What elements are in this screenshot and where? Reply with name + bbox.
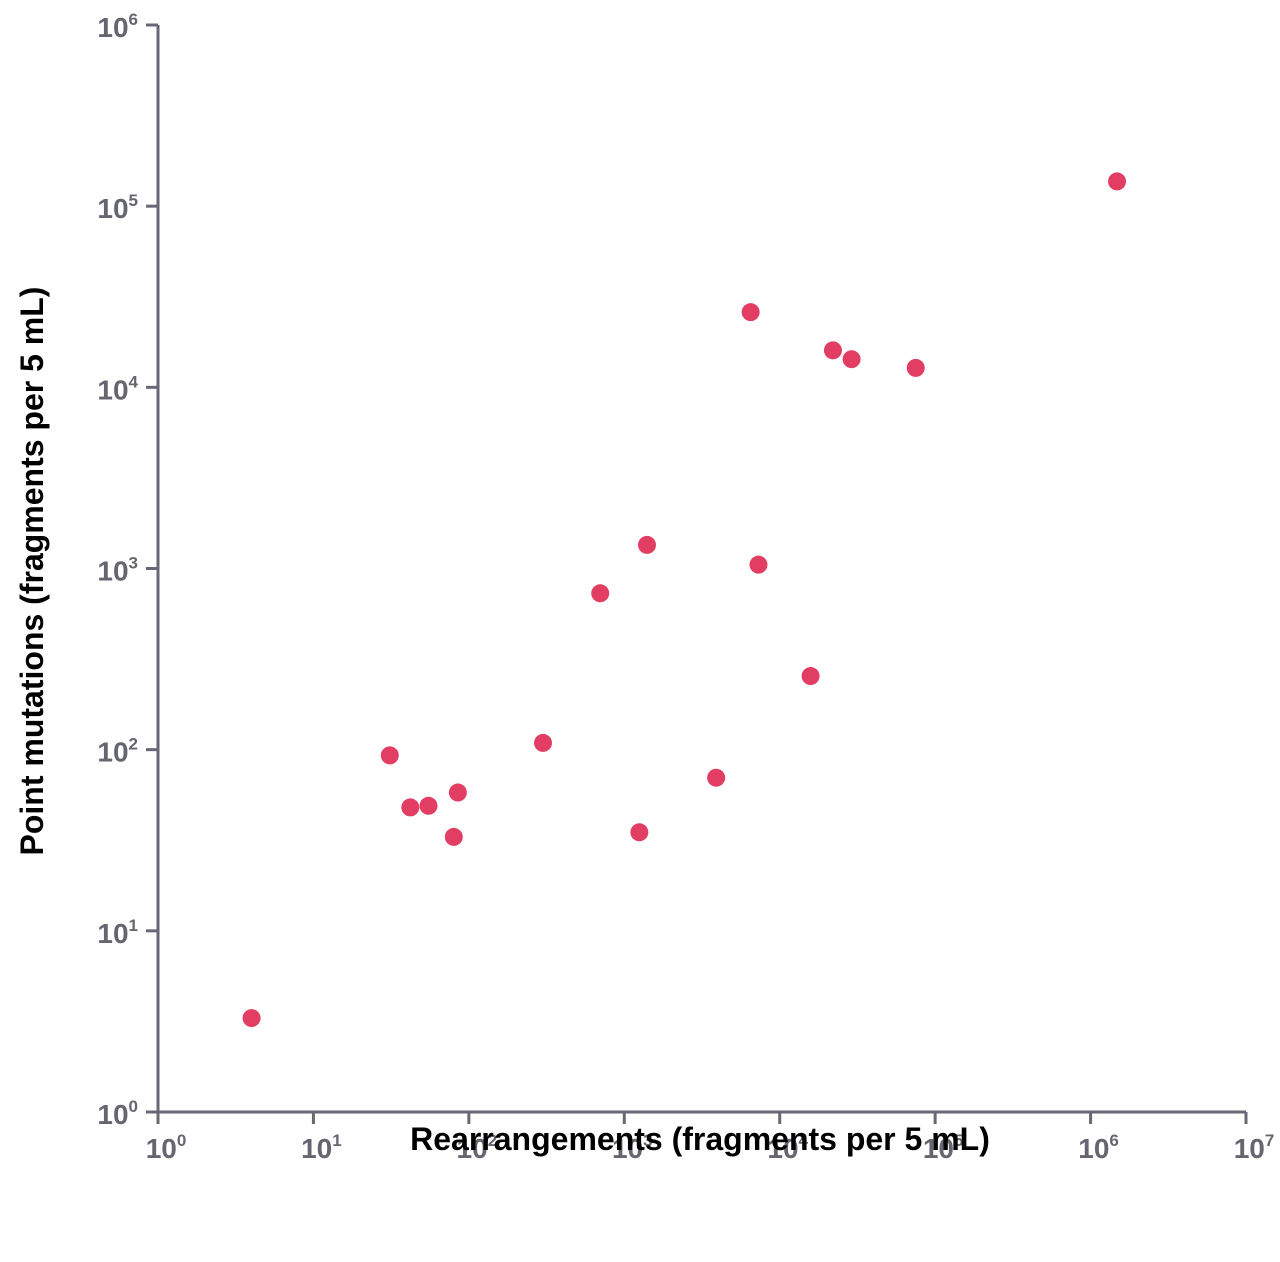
y-tick-label: 106: [97, 10, 138, 43]
y-tick-label: 101: [97, 916, 138, 949]
x-tick-label-base: 10: [457, 1133, 488, 1164]
x-axis-title: Rearrangements (fragments per 5 mL): [410, 1121, 990, 1157]
x-tick-label-base: 10: [1234, 1133, 1265, 1164]
data-point: [534, 733, 553, 752]
data-point: [380, 746, 399, 765]
y-tick-label-base: 10: [97, 12, 128, 43]
x-tick-label-exp: 5: [954, 1131, 963, 1150]
data-point: [823, 341, 842, 360]
y-tick-label-exp: 2: [129, 735, 138, 754]
x-tick-label-base: 10: [923, 1133, 954, 1164]
x-tick-label: 106: [1078, 1131, 1119, 1164]
y-tick-label: 100: [97, 1097, 138, 1130]
y-tick-label: 105: [97, 191, 138, 224]
y-tick-label-exp: 4: [129, 372, 139, 391]
y-tick-label-base: 10: [97, 374, 128, 405]
y-tick-label-exp: 1: [129, 916, 138, 935]
x-tick-label: 103: [612, 1131, 653, 1164]
x-tick-label-exp: 1: [332, 1131, 341, 1150]
data-point: [419, 796, 438, 815]
x-tick-label: 101: [301, 1131, 342, 1164]
y-tick-label-exp: 6: [129, 10, 138, 29]
x-tick-label: 107: [1234, 1131, 1275, 1164]
y-axis-title: Point mutations (fragments per 5 mL): [14, 287, 50, 856]
data-point: [630, 823, 649, 842]
y-tick-label-base: 10: [97, 918, 128, 949]
data-point: [801, 667, 820, 686]
data-point: [242, 1009, 261, 1028]
data-point: [591, 584, 610, 603]
data-point: [749, 555, 768, 574]
x-axis: 100 101 102 103 104 105 106 107: [146, 1110, 1275, 1164]
x-tick-label-base: 10: [612, 1133, 643, 1164]
x-tick-label: 105: [923, 1131, 964, 1164]
data-point: [401, 798, 420, 817]
x-tick-label-base: 10: [146, 1133, 177, 1164]
y-tick-label-exp: 5: [129, 191, 138, 210]
data-point: [448, 783, 467, 802]
x-tick-label: 104: [767, 1131, 808, 1164]
x-tick-label-base: 10: [767, 1133, 798, 1164]
data-point: [1108, 172, 1127, 191]
y-tick-label: 104: [97, 372, 138, 405]
y-tick-label-base: 10: [97, 1099, 128, 1130]
y-tick-label-base: 10: [97, 193, 128, 224]
x-tick-label-exp: 4: [799, 1131, 809, 1150]
x-tick-label: 102: [457, 1131, 498, 1164]
x-tick-label: 100: [146, 1131, 187, 1164]
x-tick-label-exp: 2: [488, 1131, 497, 1150]
y-tick-label-exp: 0: [129, 1097, 138, 1116]
data-point: [637, 535, 656, 554]
data-point: [444, 827, 463, 846]
x-tick-label-exp: 3: [643, 1131, 652, 1150]
y-tick-label-exp: 3: [129, 554, 138, 573]
x-tick-label-exp: 6: [1109, 1131, 1118, 1150]
data-points: [242, 172, 1127, 1028]
x-tick-label-base: 10: [301, 1133, 332, 1164]
y-tick-label: 103: [97, 554, 138, 587]
x-tick-label-exp: 0: [177, 1131, 186, 1150]
y-tick-label: 102: [97, 735, 138, 768]
y-tick-label-base: 10: [97, 737, 128, 768]
x-tick-label-base: 10: [1078, 1133, 1109, 1164]
data-point: [842, 350, 861, 369]
x-tick-label-exp: 7: [1265, 1131, 1274, 1150]
data-point: [906, 358, 925, 377]
data-point: [707, 768, 726, 787]
data-point: [741, 303, 760, 322]
y-tick-label-base: 10: [97, 556, 128, 587]
